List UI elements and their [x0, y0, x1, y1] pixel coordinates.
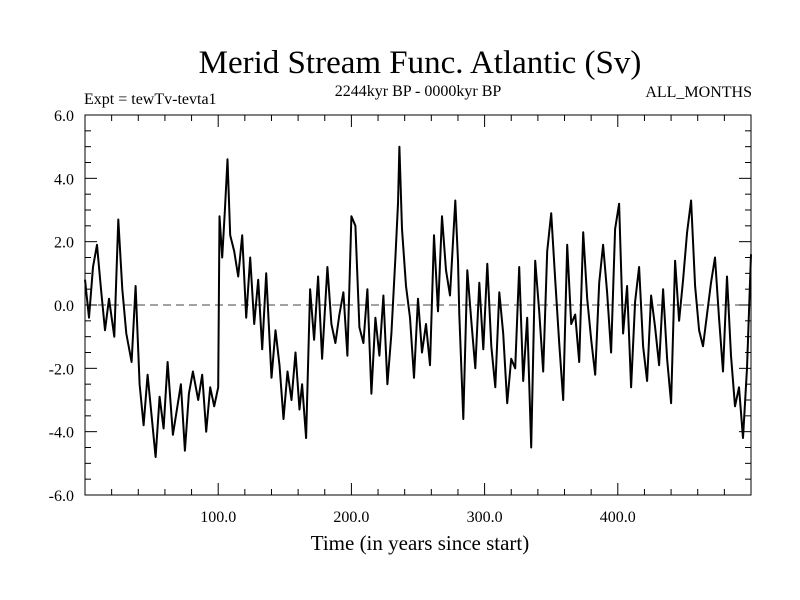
x-axis-title: Time (in years since start)	[311, 531, 530, 555]
axis-ticks: 100.0 200.0 300.0 400.0 -6.0 -4.0 -2.0 0.0 2.0 4.…	[49, 108, 751, 526]
experiment-label: Expt = tewTv-tevta1	[84, 91, 217, 108]
x-tick-label: 200.0	[333, 509, 369, 526]
chart-title: Merid Stream Func. Atlantic (Sv)	[199, 45, 642, 81]
x-tick-label: 300.0	[467, 509, 503, 526]
x-tick-label: 400.0	[600, 509, 636, 526]
y-tick-label: -6.0	[49, 488, 74, 505]
y-tick-label: 6.0	[54, 108, 74, 125]
series-line	[84, 145, 752, 458]
y-tick-label: 2.0	[54, 235, 74, 252]
months-label: ALL_MONTHS	[645, 84, 752, 101]
y-tick-label: -2.0	[49, 361, 74, 378]
y-tick-label: 4.0	[54, 171, 74, 188]
y-tick-label: -4.0	[49, 425, 74, 442]
x-tick-label: 100.0	[200, 509, 236, 526]
time-range-label: 2244kyr BP - 0000kyr BP	[335, 83, 502, 100]
y-tick-label: 0.0	[54, 298, 74, 315]
